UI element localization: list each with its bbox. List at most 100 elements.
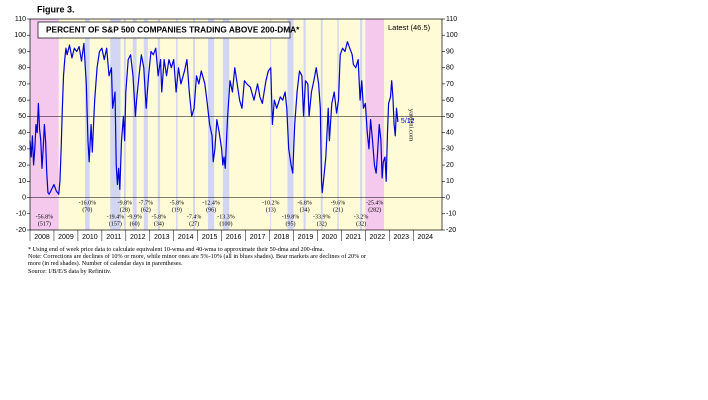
x-tick-label: 2024 — [417, 234, 433, 241]
x-tick-label: 2021 — [346, 234, 362, 241]
shade-correction — [207, 19, 215, 230]
y-tick-label: -10 — [16, 211, 26, 218]
shade-correction — [176, 19, 178, 230]
shade-correction — [337, 19, 339, 230]
footnote: Note: Corrections are declines of 10% or… — [28, 253, 366, 268]
x-tick-label: 2022 — [370, 234, 386, 241]
footnotes: * Using end of week price data to calcul… — [28, 246, 368, 275]
x-tick-label: 2009 — [58, 234, 74, 241]
y2-tick-label: 50 — [446, 113, 454, 120]
days-label: (32) — [317, 220, 327, 227]
days-label: (60) — [130, 220, 140, 227]
footnote: * Using end of week price data to calcul… — [28, 246, 325, 253]
shade-correction — [132, 19, 137, 230]
x-tick-label: 2015 — [202, 234, 218, 241]
source-mark: yardeni.com — [408, 109, 415, 141]
shade-correction — [270, 19, 272, 230]
data-line — [29, 41, 399, 195]
y2-tick-label: 60 — [446, 97, 454, 104]
y-tick-label: 110 — [15, 16, 26, 23]
decline-label: -16.0% — [79, 200, 97, 206]
x-tick-label: 2017 — [250, 234, 266, 241]
decline-label: -7.7% — [139, 200, 154, 206]
shade-correction — [193, 19, 196, 230]
days-label: (28) — [120, 206, 130, 213]
decline-label: -9.8% — [118, 200, 133, 206]
days-label: (100) — [220, 220, 233, 227]
y-tick-label: 90 — [18, 48, 26, 55]
figure-label: Figure 3. — [37, 4, 75, 14]
y-tick-label: 100 — [14, 32, 26, 39]
x-tick-label: 2012 — [130, 234, 146, 241]
shade-correction — [320, 19, 323, 230]
y-tick-label: 30 — [18, 146, 26, 153]
x-tick-label: 2019 — [298, 234, 314, 241]
x-tick-label: 2014 — [178, 234, 194, 241]
y2-tick-label: 70 — [446, 81, 454, 88]
y2-tick-label: -20 — [446, 227, 456, 234]
y2-tick-label: 10 — [446, 178, 454, 185]
y2-tick-label: 0 — [446, 194, 450, 201]
days-label: (62) — [141, 206, 151, 213]
x-tick-label: 2011 — [106, 234, 121, 241]
y2-tick-label: 30 — [446, 146, 454, 153]
x-tick-label: 2010 — [82, 234, 98, 241]
y-tick-label: 80 — [18, 65, 26, 72]
y-tick-label: 50 — [18, 113, 26, 120]
x-tick-label: 2013 — [154, 234, 170, 241]
decline-label: -25.4% — [366, 200, 384, 206]
decline-label: -10.2% — [262, 200, 280, 206]
y2-tick-label: 80 — [446, 65, 454, 72]
days-label: (282) — [368, 206, 381, 213]
days-label: (95) — [285, 220, 295, 227]
shade-correction — [303, 19, 306, 230]
days-label: (517) — [38, 220, 51, 227]
y2-tick-label: 100 — [446, 32, 458, 39]
x-tick-label: 2008 — [34, 234, 50, 241]
y-tick-label: 60 — [18, 97, 26, 104]
days-label: (32) — [356, 220, 366, 227]
decline-label: -9.9% — [127, 214, 142, 220]
decline-label: -5.8% — [170, 200, 185, 206]
days-label: (13) — [266, 206, 276, 213]
decline-label: -19.8% — [282, 214, 300, 220]
plot-border — [29, 18, 443, 231]
shade-correction — [360, 19, 363, 230]
x-tick-label: 2020 — [322, 234, 338, 241]
x-tick-label: 2018 — [274, 234, 290, 241]
y-tick-label: -20 — [16, 227, 26, 234]
decline-label: -6.8% — [297, 200, 312, 206]
y-tick-label: 70 — [18, 81, 26, 88]
y2-tick-label: 90 — [446, 48, 454, 55]
days-label: (19) — [172, 206, 182, 213]
decline-label: -5.8% — [152, 214, 167, 220]
shade-correction — [143, 19, 148, 230]
y2-tick-label: 110 — [446, 16, 457, 23]
x-tick-label: 2016 — [226, 234, 242, 241]
y-tick-label: 10 — [18, 178, 26, 185]
footnote: Source: I/B/E/S data by Refinitiv. — [28, 267, 112, 275]
y2-tick-label: 20 — [446, 162, 454, 169]
latest-label: Latest (46.5) — [388, 23, 431, 32]
days-label: (157) — [109, 220, 122, 227]
y-tick-label: 20 — [18, 162, 26, 169]
days-label: (21) — [333, 206, 343, 213]
shade-correction — [222, 19, 230, 230]
decline-label: -3.2% — [354, 214, 369, 220]
y2-tick-label: 40 — [446, 129, 454, 136]
days-label: (70) — [82, 206, 92, 213]
decline-label: -7.4% — [187, 214, 202, 220]
y2-tick-label: -10 — [446, 211, 456, 218]
days-label: (34) — [154, 220, 164, 227]
shade-correction — [287, 19, 294, 230]
shade-bear — [365, 19, 385, 230]
days-label: (96) — [206, 206, 216, 213]
decline-label: -56.8% — [36, 214, 54, 220]
decline-label: -13.3% — [217, 214, 235, 220]
decline-label: -33.9% — [313, 214, 331, 220]
y-tick-label: 40 — [18, 129, 26, 136]
y-tick-label: 0 — [22, 194, 26, 201]
decline-label: -9.6% — [331, 200, 346, 206]
